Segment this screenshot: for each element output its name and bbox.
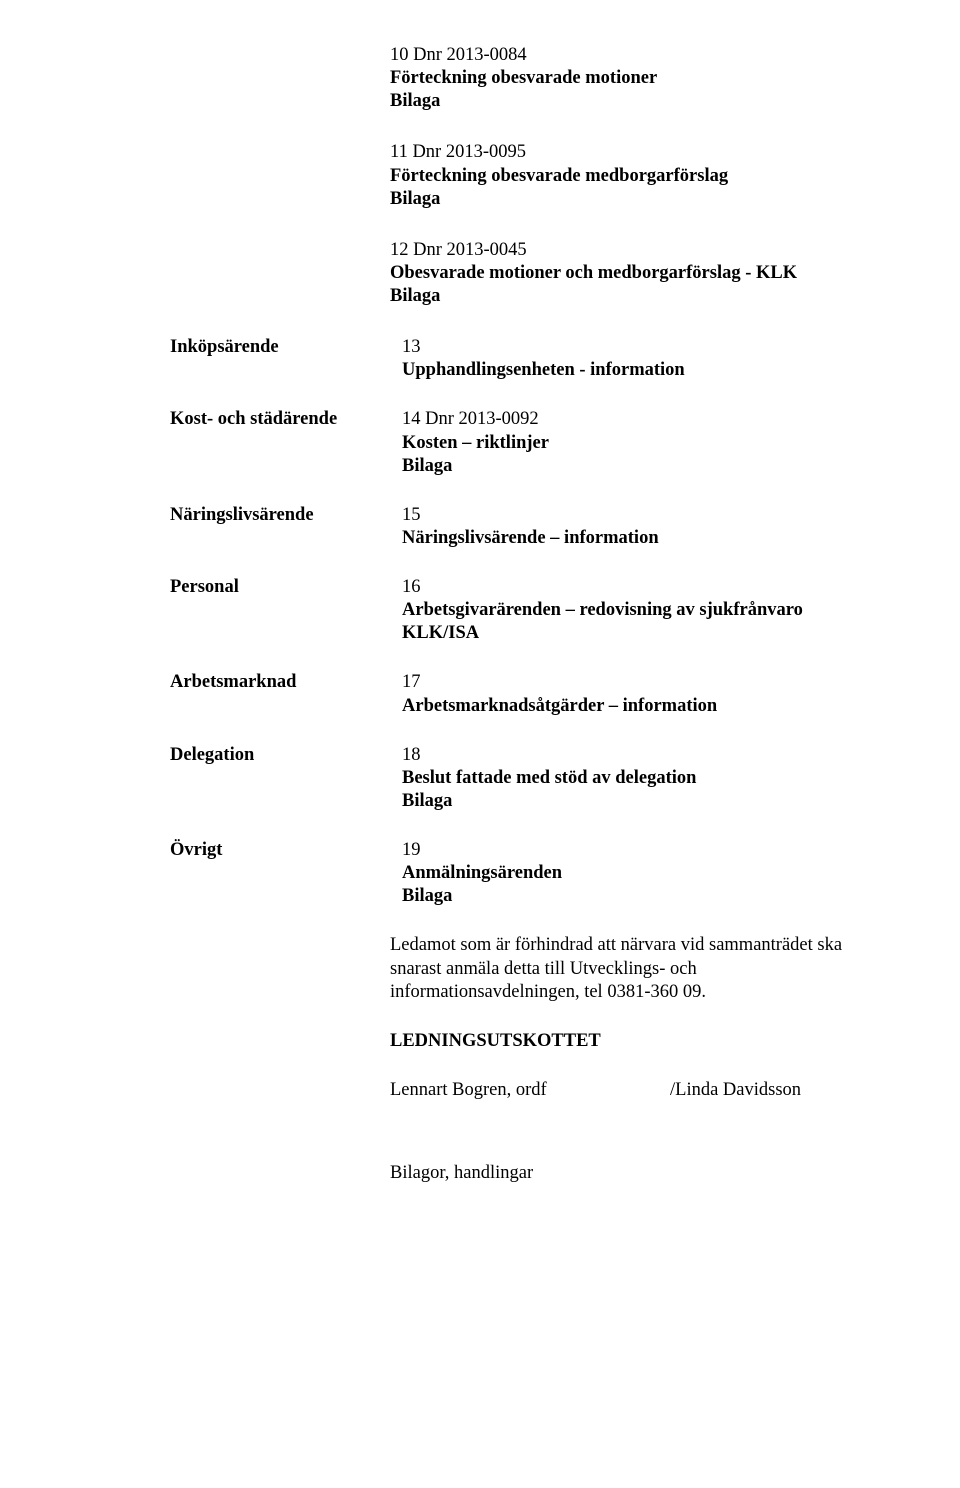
agenda-row: Näringslivsärende 15 Näringslivsärende –… [170, 504, 872, 550]
item-12-title: Obesvarade motioner och medborgarförslag… [390, 262, 872, 285]
row-label: Personal [170, 576, 402, 599]
row-title: Arbetsgivarärenden – redovisning av sjuk… [402, 599, 872, 645]
row-label: Övrigt [170, 839, 402, 862]
row-number: 16 [402, 576, 872, 599]
agenda-row: Arbetsmarknad 17 Arbetsmarknadsåtgärder … [170, 671, 872, 717]
row-title: Upphandlingsenheten - information [402, 359, 872, 382]
agenda-row: Inköpsärende 13 Upphandlingsenheten - in… [170, 336, 872, 382]
row-label: Inköpsärende [170, 336, 402, 359]
row-label: Delegation [170, 744, 402, 767]
agenda-top-block: 12 Dnr 2013-0045 Obesvarade motioner och… [390, 239, 872, 308]
row-bilaga: Bilaga [402, 885, 872, 908]
row-title: Arbetsmarknadsåtgärder – information [402, 695, 872, 718]
signature-row: Lennart Bogren, ordf /Linda Davidsson [390, 1079, 872, 1102]
footer-heading: LEDNINGSUTSKOTTET [390, 1030, 872, 1053]
agenda-top-block: 11 Dnr 2013-0095 Förteckning obesvarade … [390, 141, 872, 210]
row-dnr: 14 Dnr 2013-0092 [402, 408, 872, 431]
agenda-row: Övrigt 19 Anmälningsärenden Bilaga [170, 839, 872, 908]
footer: Ledamot som är förhindrad att närvara vi… [390, 934, 872, 1185]
item-11-title: Förteckning obesvarade medborgarförslag [390, 165, 872, 188]
agenda-row: Delegation 18 Beslut fattade med stöd av… [170, 744, 872, 813]
signature-right: /Linda Davidsson [670, 1079, 872, 1102]
signature-left: Lennart Bogren, ordf [390, 1079, 670, 1102]
row-title: Anmälningsärenden [402, 862, 872, 885]
row-label: Arbetsmarknad [170, 671, 402, 694]
item-10-dnr: 10 Dnr 2013-0084 [390, 44, 872, 67]
agenda-top-block: 10 Dnr 2013-0084 Förteckning obesvarade … [390, 44, 872, 113]
footer-note: Ledamot som är förhindrad att närvara vi… [390, 934, 872, 1003]
row-number: 15 [402, 504, 872, 527]
row-number: 19 [402, 839, 872, 862]
row-title: Beslut fattade med stöd av delegation [402, 767, 872, 790]
row-label: Näringslivsärende [170, 504, 402, 527]
row-number: 17 [402, 671, 872, 694]
item-11-dnr: 11 Dnr 2013-0095 [390, 141, 872, 164]
row-title: Kosten – riktlinjer [402, 432, 872, 455]
attachments-line: Bilagor, handlingar [390, 1162, 872, 1185]
item-10-title: Förteckning obesvarade motioner [390, 67, 872, 90]
row-label: Kost- och städärende [170, 408, 402, 431]
item-11-bilaga: Bilaga [390, 188, 872, 211]
item-10-bilaga: Bilaga [390, 90, 872, 113]
row-title: Näringslivsärende – information [402, 527, 872, 550]
agenda-row: Kost- och städärende 14 Dnr 2013-0092 Ko… [170, 408, 872, 477]
agenda-row: Personal 16 Arbetsgivarärenden – redovis… [170, 576, 872, 645]
row-number: 18 [402, 744, 872, 767]
item-12-bilaga: Bilaga [390, 285, 872, 308]
item-12-dnr: 12 Dnr 2013-0045 [390, 239, 872, 262]
row-bilaga: Bilaga [402, 455, 872, 478]
row-bilaga: Bilaga [402, 790, 872, 813]
row-number: 13 [402, 336, 872, 359]
